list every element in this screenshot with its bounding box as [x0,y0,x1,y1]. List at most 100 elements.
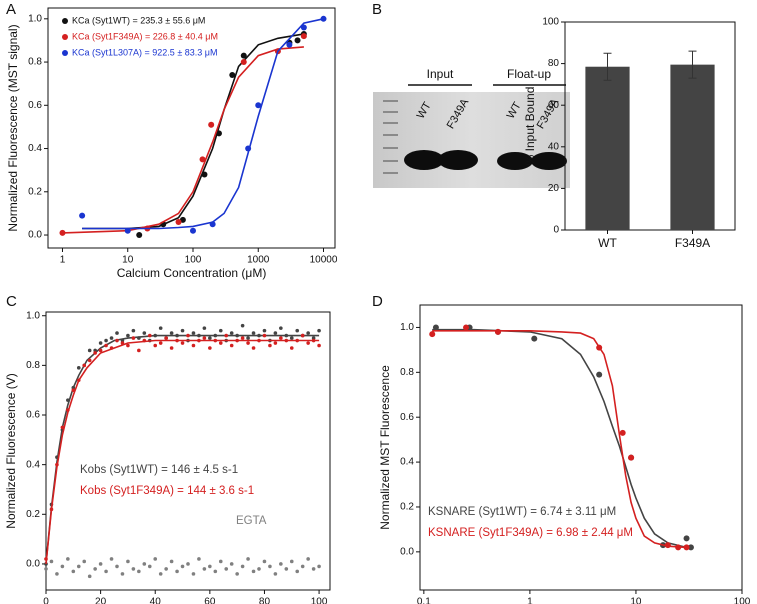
data-point [531,335,538,342]
data-point [235,572,239,576]
y-tick-label: 0.0 [400,546,414,557]
data-point [279,562,283,566]
data-point [186,562,190,566]
x-tick-label: 100 [185,255,202,266]
data-point [300,33,307,40]
data-point [169,346,174,350]
fit-line [432,330,687,549]
data-point [240,564,245,569]
x-tick-label: 0 [43,597,49,604]
y-tick-label: 0.0 [28,230,42,241]
y-tick-label: 0.2 [400,502,414,513]
y-tick-label: 100 [542,17,559,28]
y-tick-label: 0.8 [26,360,40,371]
y-axis-title: Normalized MST Fluorescence [378,365,392,530]
series-label: KSNARE (Syt1WT) = 6.74 ± 3.11 μM [428,506,616,518]
fit-line [62,46,304,234]
data-point [273,341,278,345]
x-tick-label: 0.1 [417,597,431,604]
x-tick-label: 20 [95,597,107,604]
data-point [147,333,152,338]
data-point [191,572,196,576]
y-tick-label: 0.0 [26,559,40,570]
data-point [44,562,48,566]
gel-ladder [383,100,398,174]
data-point [320,15,327,22]
error-bar [603,52,612,81]
data-point [164,336,168,340]
y-tick-label: 80 [548,58,560,69]
data-point [169,559,174,564]
data-point [229,72,236,79]
y-tick-label: 0.2 [28,186,42,197]
fit-line [82,18,324,230]
x-tick-label: 10000 [310,255,338,266]
data-point [683,544,690,551]
data-point [104,343,108,348]
data-point [180,341,185,345]
gel-background [373,92,570,188]
panel-letter: A [6,1,16,18]
plot-frame [419,304,743,591]
data-point [273,572,278,576]
gel-image: Input Float-up WT F349A WT F349A [373,67,570,188]
data-point [306,341,310,345]
data-point [494,328,501,335]
data-point [289,336,294,340]
data-point [683,535,690,542]
y-tick-label: 40 [548,141,560,152]
legend-marker [62,34,68,40]
data-point [218,328,223,333]
data-point [262,328,267,333]
data-point [213,569,218,574]
series-label: Kobs (Syt1F349A) = 144 ± 3.6 s-1 [80,485,254,497]
data-point [147,564,152,569]
data-point [142,331,147,335]
y-tick-label: 0.6 [28,100,42,111]
fit-line [45,339,320,564]
x-tick-label: 1000 [247,255,270,266]
series-label: KCa (Syt1WT) = 235.3 ± 55.6 μM [72,15,205,25]
data-point [115,338,119,343]
series-label: KSNARE (Syt1F349A) = 6.98 ± 2.44 μM [428,527,633,539]
x-axis-title: Calcium Concentration (μM) [117,266,267,280]
x-tick-label: 100 [734,597,751,604]
data-point [175,569,179,574]
data-point [229,562,234,566]
data-point [164,567,168,571]
data-point [66,557,70,561]
data-point [158,341,163,345]
data-point [93,351,97,355]
data-point [131,328,136,333]
gel-group: Float-up [507,67,551,81]
series-label: EGTA [236,515,267,527]
y-tick-label: 0.8 [28,57,42,68]
data-point [104,569,108,574]
chart: 0.0 0.2 0.4 0.6 0.8 1.0 Normalized Fluorescenc… [4,310,331,604]
data-point [246,341,250,345]
data-point [311,336,316,340]
data-point [126,343,130,348]
panel-letter: D [372,293,383,310]
data-point [687,544,694,551]
data-point [87,574,92,579]
x-tick-label: 10 [630,597,642,604]
data-point [240,52,247,59]
y-tick-label: 0.6 [26,410,40,421]
data-point [131,336,136,340]
data-point [262,559,267,564]
x-tick-label: 100 [311,597,328,604]
data-point [55,572,59,576]
data-point [82,559,87,564]
chart: 0.0 0.2 0.4 0.6 0.8 1.0 Normalized MST Fluores… [378,304,751,604]
data-point [251,331,256,335]
x-tick-label: 1 [60,255,66,266]
data-point [115,564,119,569]
data-point [240,59,247,66]
data-point [224,333,229,338]
y-tick-label: 1.0 [26,310,40,321]
data-point [49,559,54,564]
data-point [153,343,158,348]
series-label: KCa (Syt1F349A) = 226.8 ± 40.4 μM [72,31,218,41]
